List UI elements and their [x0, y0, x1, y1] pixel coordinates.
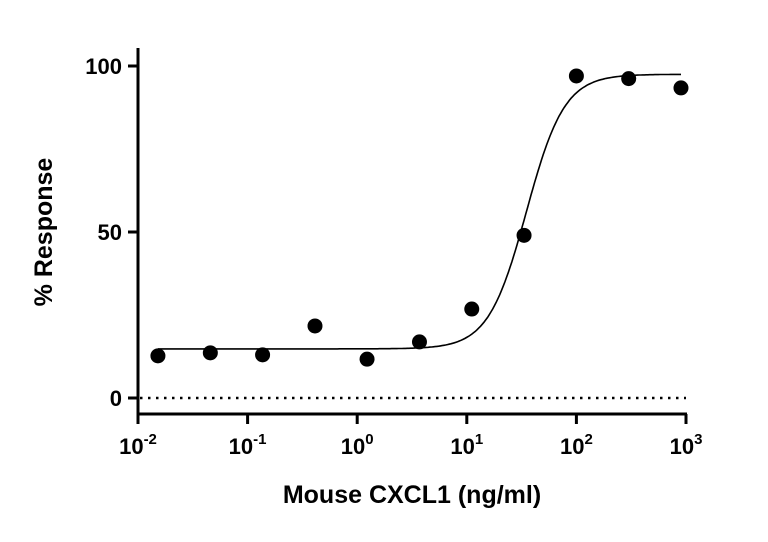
data-point — [411, 334, 427, 350]
data-point — [621, 71, 637, 87]
x-axis-label: Mouse CXCL1 (ng/ml) — [283, 481, 541, 509]
y-tick-label: 0 — [110, 386, 122, 411]
data-point — [255, 347, 271, 363]
x-tick-label: 10-2 — [119, 431, 157, 459]
data-point — [516, 227, 532, 243]
data-point — [150, 348, 166, 364]
x-tick-label: 10-1 — [229, 431, 267, 459]
y-axis-label: % Response — [30, 158, 58, 307]
data-point — [464, 301, 480, 317]
x-tick-label: 100 — [341, 431, 374, 459]
fit-curve — [157, 73, 681, 350]
data-point — [359, 351, 375, 367]
data-point — [568, 68, 584, 84]
data-point — [202, 345, 218, 361]
y-tick-label: 50 — [98, 220, 122, 245]
x-tick-label: 103 — [670, 431, 703, 459]
data-point — [307, 318, 323, 334]
x-tick-label: 102 — [560, 431, 593, 459]
y-tick-label: 100 — [85, 54, 122, 79]
x-tick-label: 101 — [450, 431, 483, 459]
data-point — [673, 80, 689, 96]
